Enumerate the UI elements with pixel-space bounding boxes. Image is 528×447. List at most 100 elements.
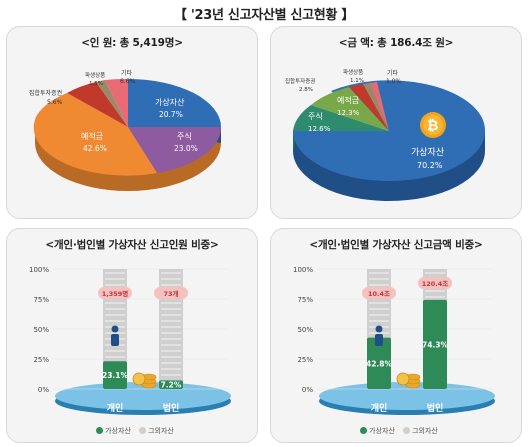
value-collective: 5.6% [47,99,63,106]
label-deposit: 예적금 [81,131,103,141]
value-virtual: 20.7% [159,110,183,119]
label-derivative: 파생상품 [85,71,105,79]
value-etc: 6.6% [120,78,136,85]
callout-bubble [98,287,132,299]
category-label: 법인 [163,402,180,414]
y-tick-label: 100% [29,266,49,274]
value-etc: 1.0% [386,78,402,85]
bar-virtual-1 [159,380,183,389]
label-derivative: 파생상품 [343,68,363,76]
bar-value-label: 7.2% [161,381,182,390]
coins-icon [141,373,157,389]
label-collective: 집합투자증권 [29,89,62,97]
bar-value-label: 23.1% [102,371,129,380]
value-virtual: 70.2% [417,161,443,170]
label-etc: 기타 [121,69,133,77]
coin-round [396,372,410,386]
people-bar-panel: <개인·법인별 가상자산 신고인원 비중> 100% 75% 50% 25% 0% 23.… [6,228,258,443]
coin-round [132,372,146,386]
value-derivative: 1.5% [89,81,103,87]
people-bar-title: <개인·법인별 가상자산 신고인원 비중> [45,239,219,251]
pie-slice-virtual [128,79,221,127]
person-body [111,334,119,346]
svg-text:₿: ₿ [427,118,438,134]
person-head [375,325,383,333]
legend-virtual: 가상자산 [105,427,131,435]
person-icon [111,325,119,346]
label-stock: 주식 [177,132,192,141]
category-label: 법인 [427,402,444,414]
label-virtual: 가상자산 [411,147,444,158]
bitcoin-icon: ₿ [420,112,446,138]
amount-bar-panel: <개인·법인별 가상자산 신고금액 비중> 100% 75% 50% 25% 0% 42.… [270,228,522,443]
label-virtual: 가상자산 [155,97,185,107]
y-tick-label: 100% [293,266,313,274]
value-deposit: 12.3% [337,109,360,117]
y-tick-label: 25% [33,356,49,364]
callout-bubble [418,277,452,289]
bar-value-label: 42.8% [366,359,393,368]
legend-other: 그외자산 [148,427,174,435]
page-title: 【 '23년 신고자산별 신고현황 】 [173,8,355,23]
people-pie-panel: <인 원: 총 5,419명> 가상자산 20.7% 주식 23.0% 예적금 … [6,26,258,219]
category-label: 개인 [371,402,388,414]
person-icon [375,325,383,346]
pie-slice-collective [67,82,128,127]
value-derivative: 1.1% [350,78,364,84]
callout-label: 1,359명 [102,289,129,298]
pie-slice-virtual [293,80,486,181]
person-body [375,334,383,346]
value-stock: 23.0% [174,144,198,153]
legend-dot-virtual [96,427,104,434]
y-tick-label: 0% [302,386,313,394]
value-collective: 2.8% [299,87,313,93]
amount-pie-title: <금 액: 총 186.4조 원> [338,37,454,49]
pie-slice-derivative [96,80,128,127]
legend-virtual: 가상자산 [369,427,395,435]
value-deposit: 42.6% [83,144,107,153]
legend-other: 그외자산 [412,427,438,435]
y-tick-label: 25% [297,356,313,364]
value-stock: 12.6% [308,125,331,133]
people-pie-chart: 가상자산 20.7% 주식 23.0% 예적금 42.6% 집합투자증권 5.6… [29,69,222,191]
pie-slice-etc [105,78,128,127]
legend-dot-other [139,427,147,434]
amount-pie-panel: <금 액: 총 186.4조 원> ₿ 가상자산 70.2% 주식 12.6% … [270,26,522,219]
pie-slice-stock [128,127,222,173]
y-tick-label: 0% [38,386,49,394]
y-tick-label: 50% [33,326,49,334]
pie-slice-deposit [311,87,389,131]
amount-bar-legend: 가상자산 그외자산 [271,426,521,436]
pie-slice-collective [349,84,389,131]
legend-dot-virtual [360,427,368,434]
people-bar-legend: 가상자산 그외자산 [7,426,257,436]
callout-bubble [154,287,188,299]
callout-label: 73개 [163,289,178,298]
bar-value-label: 74.3% [422,340,449,349]
callout-bubble [362,287,396,299]
callout-label: 10.4조 [368,290,390,298]
pie-slice-etc [370,82,389,131]
label-deposit: 예적금 [337,95,359,105]
y-tick-label: 75% [297,296,313,304]
bar-virtual-1 [423,299,447,389]
pie-slice-deposit [33,93,157,176]
category-label: 개인 [107,402,124,414]
y-tick-label: 50% [297,326,313,334]
pie-slice-derivative [363,83,389,131]
person-head [111,325,119,333]
bar-virtual-0 [367,337,391,389]
amount-bar-title: <개인·법인별 가상자산 신고금액 비중> [309,239,483,251]
legend-dot-other [403,427,411,434]
bar-virtual-0 [103,361,127,389]
label-etc: 기타 [387,69,399,77]
coins-icon [405,373,421,389]
label-collective: 집합투자증권 [285,77,315,85]
label-stock: 주식 [308,112,323,121]
people-pie-title: <인 원: 총 5,419명> [81,37,183,49]
callout-label: 120.4조 [422,280,449,288]
pie-slice-stock [293,105,389,131]
y-tick-label: 75% [33,296,49,304]
